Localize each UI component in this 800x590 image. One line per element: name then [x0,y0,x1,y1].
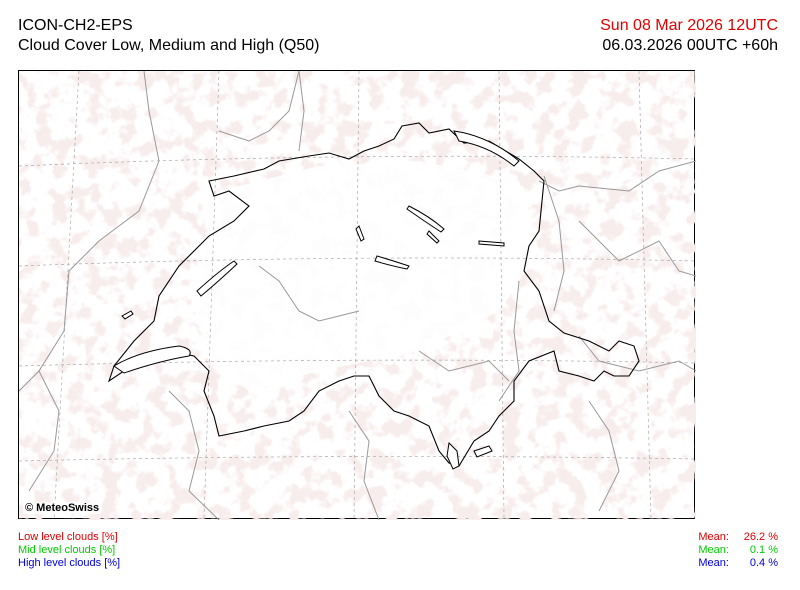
cloud-map [19,71,696,520]
mid-clouds-label: Mid level clouds [%] [18,544,116,556]
low-clouds-mean: Mean: 26.2 % [698,531,778,544]
high-mean-label: Mean: [698,557,729,569]
high-clouds-mean: Mean: 0.4 % [698,557,778,570]
outer-borders [19,71,696,520]
mid-mean-value: 0.1 % [749,544,778,556]
mid-clouds-mean: Mean: 0.1 % [698,544,778,557]
lake-zurich [406,205,445,233]
lake-constance [453,130,520,167]
copyright-label: © MeteoSwiss [23,502,102,514]
lake-maggiore [446,441,460,470]
run-time: 06.03.2026 00UTC +60h [602,37,778,54]
low-clouds-label: Low level clouds [%] [18,531,118,543]
title-block: ICON-CH2-EPS Cloud Cover Low, Medium and… [18,16,319,56]
lakes [113,130,520,470]
low-mean-label: Mean: [698,531,729,543]
time-block: Sun 08 Mar 2026 12UTC 06.03.2026 00UTC +… [600,16,778,56]
lake-lucerne [374,255,410,270]
lake-neuchatel [196,260,238,297]
mid-mean-label: Mean: [698,544,729,556]
legend-labels: Low level clouds [%] Mid level clouds [%… [18,531,120,570]
product-name: Cloud Cover Low, Medium and High (Q50) [18,37,320,54]
high-clouds-label: High level clouds [%] [18,557,121,569]
legend-means: Mean: 26.2 % Mean: 0.1 % Mean: 0.4 % [698,531,778,570]
lake-biel [121,310,134,320]
low-mean-value: 26.2 % [743,531,778,543]
model-name: ICON-CH2-EPS [18,17,133,34]
lake-lugano [473,445,493,458]
lake-geneva [113,345,191,374]
lake-thun [355,225,365,242]
lake-walen [478,240,505,247]
cloud-clear-area [189,161,539,391]
lake-sarnen [426,230,440,244]
valid-time: Sun 08 Mar 2026 12UTC [600,17,778,34]
rhine-river [543,175,565,312]
map-panel: © MeteoSwiss [18,70,696,520]
swiss-border [107,122,640,467]
high-mean-value: 0.4 % [749,557,778,569]
